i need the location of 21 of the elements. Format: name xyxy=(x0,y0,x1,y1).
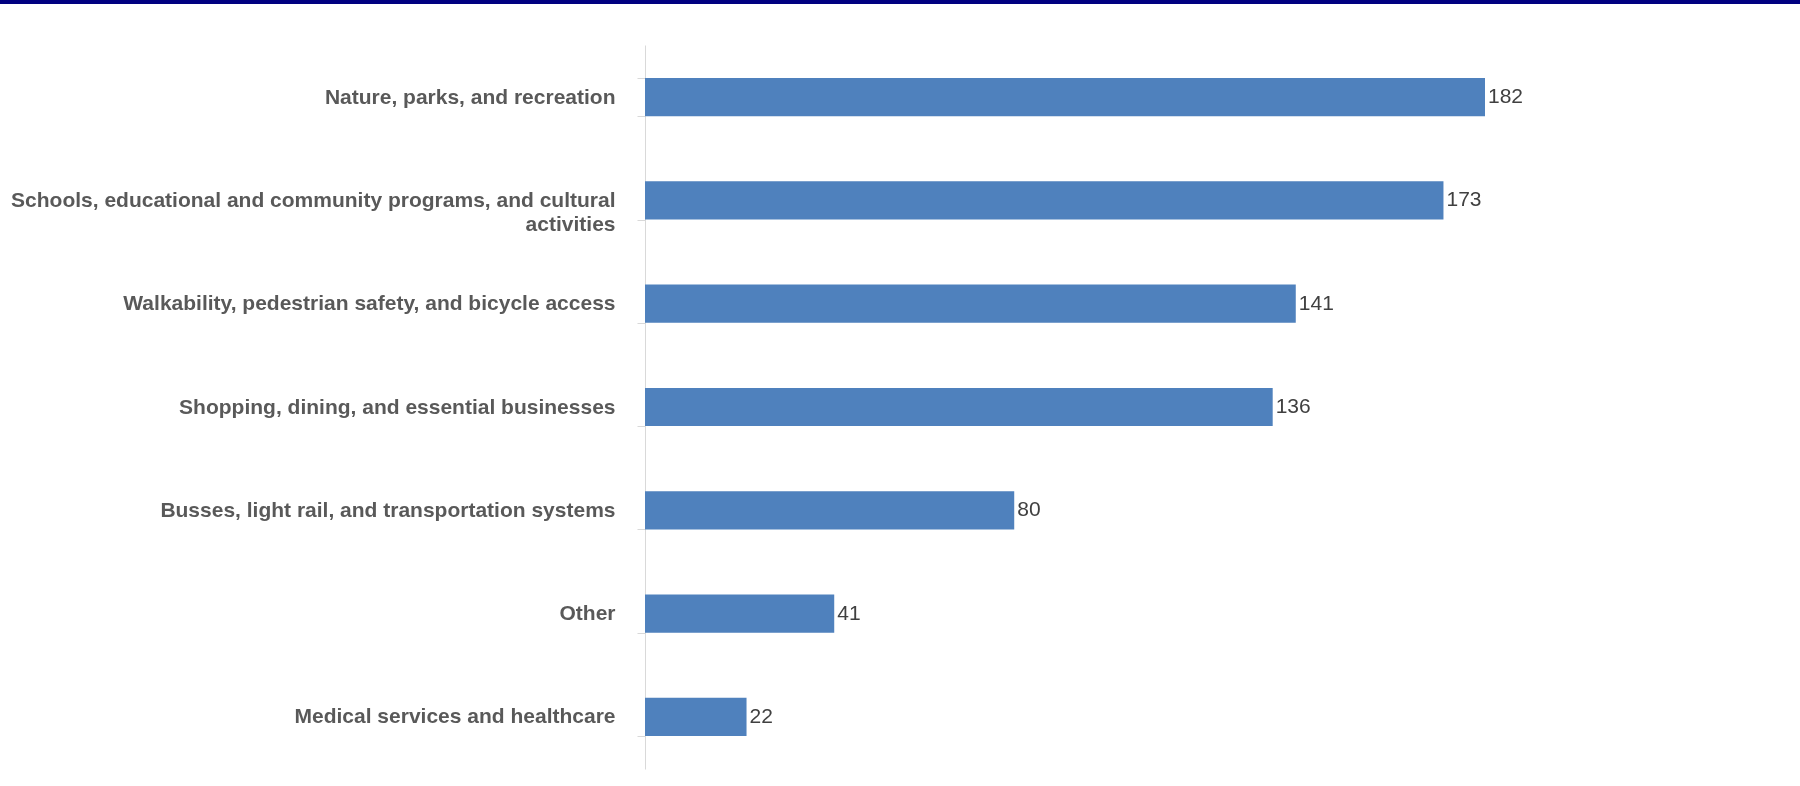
y-tick-label: Nature, parks, and recreation xyxy=(324,84,616,108)
y-tick-label: Medical services and healthcare xyxy=(294,704,616,728)
bar xyxy=(645,491,1015,530)
y-tick-label: Shopping, dining, and essential businesses xyxy=(179,394,616,418)
data-label: 80 xyxy=(1017,497,1041,521)
y-tick-label: Other xyxy=(559,601,616,625)
data-label: 141 xyxy=(1298,290,1334,314)
bar xyxy=(645,181,1444,220)
y-tick-label: Busses, light rail, and transportation systems xyxy=(160,497,616,521)
data-label: 173 xyxy=(1446,187,1482,211)
data-label: 136 xyxy=(1275,394,1311,417)
bar xyxy=(645,697,747,736)
bar xyxy=(645,387,1273,427)
bar xyxy=(645,594,835,633)
bar xyxy=(645,78,1485,117)
bar xyxy=(645,284,1296,323)
data-label: 41 xyxy=(837,600,861,624)
y-tick-label: Walkability, pedestrian safety, and bicycle access xyxy=(123,291,616,315)
data-label: 22 xyxy=(749,703,773,727)
data-label: 182 xyxy=(1488,84,1524,108)
y-tick-label: Schools, educational and community programs, and cultural activities xyxy=(11,187,616,235)
